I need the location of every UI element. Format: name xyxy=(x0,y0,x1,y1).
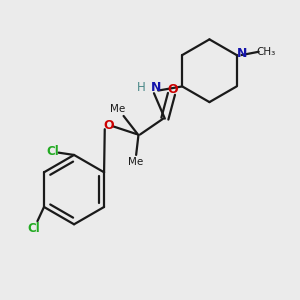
Text: O: O xyxy=(103,119,114,132)
Text: Me: Me xyxy=(110,104,125,114)
Text: Me: Me xyxy=(128,157,143,166)
Text: Cl: Cl xyxy=(28,222,40,235)
Text: CH₃: CH₃ xyxy=(257,47,276,57)
Text: N: N xyxy=(237,47,248,60)
Text: H: H xyxy=(137,81,146,94)
Text: O: O xyxy=(168,83,178,96)
Text: N: N xyxy=(151,81,161,94)
Text: Cl: Cl xyxy=(46,145,59,158)
